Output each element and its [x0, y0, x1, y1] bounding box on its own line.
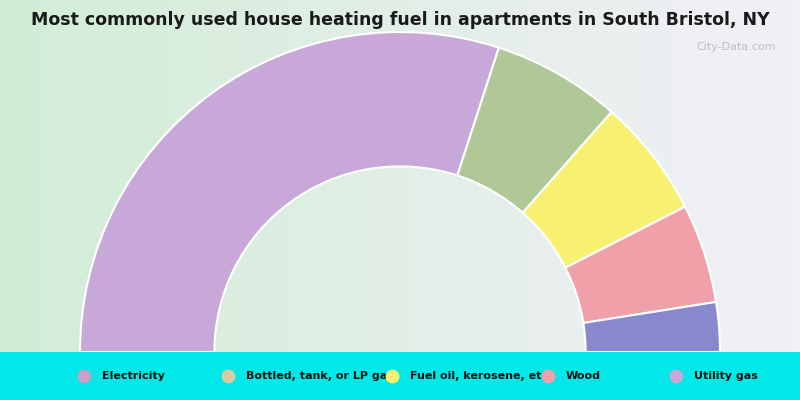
Text: Most commonly used house heating fuel in apartments in South Bristol, NY: Most commonly used house heating fuel in…	[30, 10, 770, 28]
Wedge shape	[458, 48, 612, 213]
Text: City-Data.com: City-Data.com	[696, 42, 776, 52]
Wedge shape	[80, 32, 499, 352]
Text: Electricity: Electricity	[102, 371, 165, 381]
Text: Utility gas: Utility gas	[694, 371, 758, 381]
Text: Bottled, tank, or LP gas: Bottled, tank, or LP gas	[246, 371, 394, 381]
Wedge shape	[522, 112, 685, 268]
Wedge shape	[566, 207, 716, 323]
Wedge shape	[583, 302, 720, 352]
Text: Fuel oil, kerosene, etc.: Fuel oil, kerosene, etc.	[410, 371, 552, 381]
Text: Wood: Wood	[566, 371, 601, 381]
